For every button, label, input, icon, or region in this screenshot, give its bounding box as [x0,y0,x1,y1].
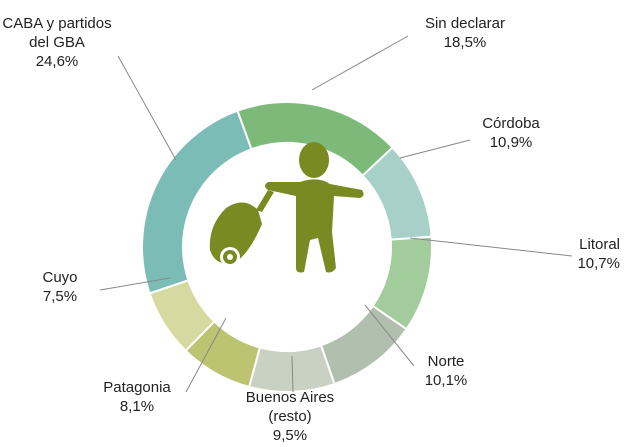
leader-line [185,317,227,393]
value-label: 18,5% [443,34,487,51]
donut-segment [141,109,253,295]
segment-label: CABA y partidos del GBA 24,6% [2,14,112,71]
leader-line [291,355,294,393]
value-label: 24,6% [35,53,79,70]
segment-label: Norte 10,1% [396,352,496,390]
category-name: Sin declarar [424,15,506,32]
value-label: 10,1% [424,372,468,389]
category-name: CABA y partidos del GBA [2,15,112,51]
leader-line [99,277,171,291]
category-name: Patagonia [103,379,171,396]
category-name: Norte [427,353,465,370]
leader-line [399,139,471,159]
category-name: Litoral [579,236,620,253]
leader-line [409,237,573,257]
value-label: 10,7% [577,255,620,272]
leader-line [117,55,177,161]
value-label: 9,5% [272,427,308,444]
category-name: Cuyo [42,269,78,286]
segment-label: Sin declarar 18,5% [395,14,535,52]
segment-label: Litoral 10,7% [520,235,620,273]
category-name: Buenos Aires (resto) [245,389,335,425]
segment-label: Córdoba 10,9% [451,114,571,152]
leader-line [311,35,409,91]
value-label: 10,9% [489,134,533,151]
value-label: 8,1% [119,398,155,415]
segment-label: Patagonia 8,1% [82,378,192,416]
category-name: Córdoba [482,115,540,132]
segment-label: Buenos Aires (resto) 9,5% [225,388,355,445]
segment-label: Cuyo 7,5% [15,268,105,306]
value-label: 7,5% [42,288,78,305]
leader-line [364,304,415,367]
donut-segment [247,344,336,393]
traveler-icon [209,142,364,273]
